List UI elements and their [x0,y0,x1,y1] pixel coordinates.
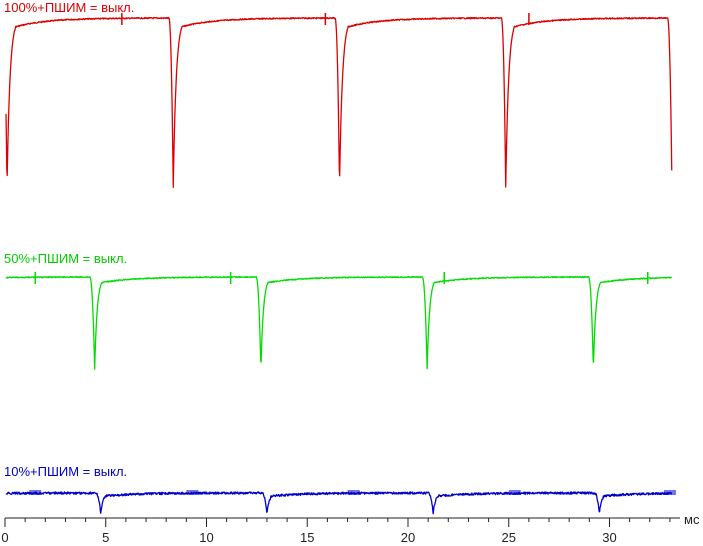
noise-burst [29,490,42,495]
x-tick-label: 0 [1,530,8,545]
series-line-3 [5,491,672,515]
x-axis-unit: мс [684,512,700,527]
series-label-10: 10%+ПШИМ = выкл. [4,464,127,479]
noise-burst [186,490,199,495]
series-line-1 [5,16,673,188]
noise-burst [347,490,360,495]
series-label-100: 100%+ПШИМ = выкл. [4,0,134,15]
noise-burst [663,490,676,495]
x-tick-label: 20 [401,530,415,545]
x-tick-label: 25 [501,530,515,545]
x-tick-label: 15 [300,530,314,545]
x-tick-label: 30 [602,530,616,545]
series-label-50: 50%+ПШИМ = выкл. [4,251,127,266]
x-tick-label: 10 [199,530,213,545]
x-axis: 0 5 10 15 20 25 30 мс [1,512,700,545]
noise-burst [508,490,521,495]
x-tick-label: 5 [102,530,109,545]
series-line-2 [5,275,673,370]
